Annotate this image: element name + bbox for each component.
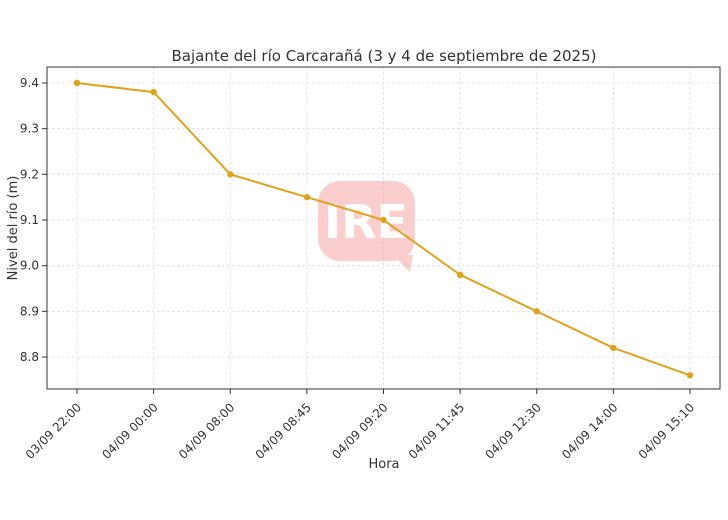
data-point — [227, 171, 234, 178]
chart-title: Bajante del río Carcarañá (3 y 4 de sept… — [172, 47, 597, 65]
y-tick-label: 9.3 — [20, 122, 39, 136]
data-point — [686, 372, 694, 379]
data-point — [73, 79, 81, 87]
y-tick-label: 9.4 — [20, 76, 39, 90]
x-tick-label: 04/09 09:20 — [329, 400, 391, 462]
data-point — [150, 88, 157, 96]
x-tick-label: 04/09 08:00 — [176, 400, 238, 462]
y-axis-ticks: 8.8 8.9 9.0 9.1 9.2 9.3 9.4 — [20, 76, 47, 364]
data-point — [303, 193, 311, 201]
y-tick-label: 8.8 — [20, 350, 39, 364]
grid-lines — [47, 67, 720, 389]
y-tick-label: 8.9 — [20, 304, 39, 318]
data-point — [380, 216, 387, 224]
x-tick-label: 04/09 15:10 — [636, 400, 698, 462]
y-tick-label: 9.1 — [20, 213, 39, 227]
x-tick-label: 03/09 22:00 — [23, 400, 85, 462]
watermark-logo: IRE — [318, 181, 415, 272]
x-tick-label: 04/09 00:00 — [99, 400, 161, 462]
y-tick-label: 9.0 — [20, 259, 39, 273]
x-tick-label: 04/09 08:45 — [253, 400, 315, 462]
x-axis-ticks: 03/09 22:00 04/09 00:00 04/09 08:00 04/09 0… — [23, 389, 698, 462]
x-axis-label: Hora — [368, 457, 399, 472]
series-layer — [73, 79, 694, 379]
data-point — [456, 271, 464, 279]
watermark-text: IRE — [324, 195, 408, 249]
x-tick-label: 04/09 12:30 — [482, 400, 544, 462]
data-point — [610, 344, 617, 352]
x-tick-label: 04/09 11:45 — [406, 400, 468, 462]
x-tick-label: 04/09 14:00 — [559, 400, 621, 462]
y-tick-label: 9.2 — [20, 167, 39, 181]
y-axis-label: Nivel del río (m) — [6, 176, 21, 281]
data-point — [533, 308, 540, 315]
